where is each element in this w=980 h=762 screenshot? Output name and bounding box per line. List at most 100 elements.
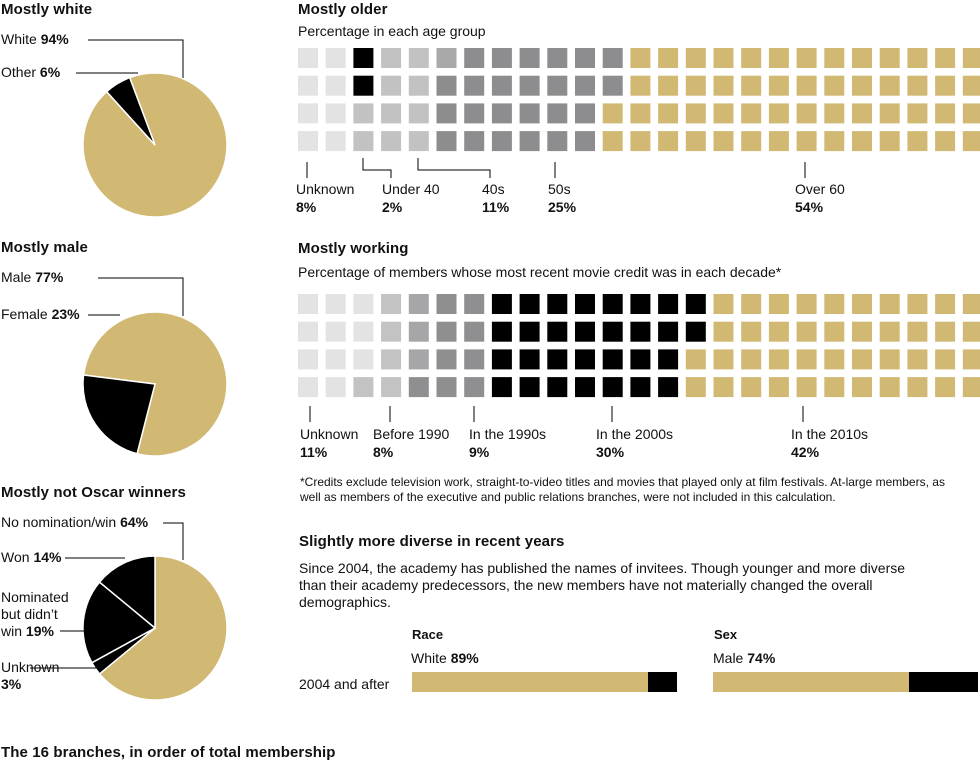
waffle-cell-50s (491, 48, 512, 68)
waffle-cell-over-60 (713, 131, 734, 152)
waffle-cell-over-60 (713, 75, 734, 96)
pie-title-oscar: Mostly not Oscar winners (1, 484, 186, 501)
waffle-cell-unknown (353, 349, 374, 370)
waffle-cell-unknown (353, 321, 374, 342)
work-label-2000s: In the 2000s 30% (596, 426, 674, 460)
waffle-cell-in-the-2010s (741, 294, 762, 314)
waffle-cell-over-60 (962, 48, 980, 68)
waffle-cell-in-the-2010s (962, 294, 980, 314)
diverse-row-label: 2004 and after (299, 676, 390, 692)
waffle-cell-40s (381, 131, 402, 152)
waffle-cell-over-60 (658, 48, 679, 68)
waffle-cell-50s (547, 103, 568, 124)
waffle-cell-unknown (325, 75, 346, 96)
pie-slice-female (82, 374, 156, 455)
waffle-cell-in-the-1990s (436, 294, 457, 314)
pie-label-unknown: Unknown 3% (1, 659, 60, 692)
waffle-cell-over-60 (907, 48, 928, 68)
waffle-cell-in-the-2000s (658, 377, 679, 398)
waffle-cell-in-the-2010s (907, 349, 928, 370)
pie-label-no-nomination: No nomination/win 64% (1, 514, 149, 530)
waffle-cell-unknown (325, 377, 346, 398)
waffle-cell-before-1990 (408, 349, 429, 370)
waffle-cell-over-60 (658, 131, 679, 152)
waffle-cell-in-the-2000s (519, 294, 540, 314)
waffle-cell-in-the-2000s (519, 321, 540, 342)
waffle-cell-in-the-2000s (602, 349, 623, 370)
waffle-cell-in-the-2010s (907, 321, 928, 342)
waffle-cell-over-60 (962, 75, 980, 96)
waffle-cell-unknown (298, 349, 318, 370)
waffle-cell-in-the-2000s (547, 377, 568, 398)
sex-heading: Sex (714, 627, 738, 642)
waffle-cell-in-the-2000s (575, 294, 595, 314)
waffle-cell-in-the-2010s (768, 377, 789, 398)
waffle-cell-under-40 (353, 48, 374, 68)
waffle-cell-in-the-2010s (796, 377, 817, 398)
waffle-cell-50s (575, 131, 595, 152)
waffle-cell-50s (436, 103, 457, 124)
waffle-cell-in-the-2000s (575, 377, 595, 398)
bar-sex (713, 672, 978, 692)
waffle-cell-in-the-1990s (436, 349, 457, 370)
waffle-cell-in-the-2010s (796, 321, 817, 342)
waffle-cell-in-the-2010s (741, 349, 762, 370)
age-label-40s: 40s 11% (482, 181, 510, 215)
age-label-unknown: Unknown 8% (296, 181, 355, 215)
waffle-cell-in-the-1990s (464, 377, 485, 398)
waffle-cell-over-60 (796, 48, 817, 68)
waffle-cell-over-60 (935, 75, 956, 96)
waffle-cell-unknown (298, 377, 318, 398)
waffle-cell-in-the-2000s (547, 349, 568, 370)
waffle-cell-in-the-2010s (685, 349, 706, 370)
waffle-cell-40s (408, 48, 429, 68)
waffle-cell-unknown (325, 294, 346, 314)
waffle-cell-over-60 (768, 75, 789, 96)
waffle-cell-50s (491, 131, 512, 152)
waffle-cell-in-the-2010s (796, 294, 817, 314)
race-heading: Race (412, 627, 444, 642)
pie-title-white: Mostly white (1, 1, 93, 18)
waffle-cell-50s (436, 131, 457, 152)
waffle-cell-in-the-2000s (658, 321, 679, 342)
pie-label-female: Female 23% (1, 306, 80, 322)
waffle-cell-before-1990 (408, 294, 429, 314)
waffle-cell-in-the-2000s (491, 349, 512, 370)
pie-pct-unknown: 3% (1, 676, 22, 692)
waffle-cell-over-60 (824, 131, 845, 152)
waffle-cell-before-1990 (381, 321, 402, 342)
waffle-cell-in-the-2010s (852, 349, 872, 370)
pie-pct-male: 77% (35, 269, 64, 285)
waffle-cell-50s (464, 131, 485, 152)
waffle-cell-in-the-2010s (935, 294, 956, 314)
waffle-cell-over-60 (713, 48, 734, 68)
diverse-title: Slightly more diverse in recent years (299, 533, 565, 550)
waffle-cell-50s (464, 75, 485, 96)
waffle-cell-unknown (325, 131, 346, 152)
waffle-cell-unknown (298, 131, 318, 152)
pie-slice-no-nomination-win (98, 555, 228, 701)
waffle-cell-in-the-1990s (436, 321, 457, 342)
waffle-cell-over-60 (768, 131, 789, 152)
race-label: White 89% (411, 650, 479, 666)
bar-race-other (648, 672, 677, 692)
waffle-cell-in-the-2010s (962, 349, 980, 370)
bar-sex-male (713, 672, 909, 692)
pie-pct-nominated: 19% (25, 623, 54, 639)
waffle-leader-lines (306, 158, 806, 422)
waffle-cell-over-60 (824, 75, 845, 96)
waffle-cell-50s (575, 103, 595, 124)
age-label-under40: Under 40 2% (382, 181, 440, 215)
age-label-over60: Over 60 54% (795, 181, 845, 215)
waffle-cell-in-the-1990s (464, 321, 485, 342)
waffle-cell-over-60 (962, 103, 980, 124)
waffle-cell-in-the-2010s (935, 349, 956, 370)
waffle-cell-in-the-2000s (491, 321, 512, 342)
working-subtitle: Percentage of members whose most recent … (298, 264, 782, 280)
waffle-cell-unknown (325, 349, 346, 370)
waffle-cell-before-1990 (353, 377, 374, 398)
pie-slice-nominated-but-didn-t-win (82, 581, 157, 664)
waffle-cell-before-1990 (381, 349, 402, 370)
waffle-cell-in-the-2000s (547, 321, 568, 342)
